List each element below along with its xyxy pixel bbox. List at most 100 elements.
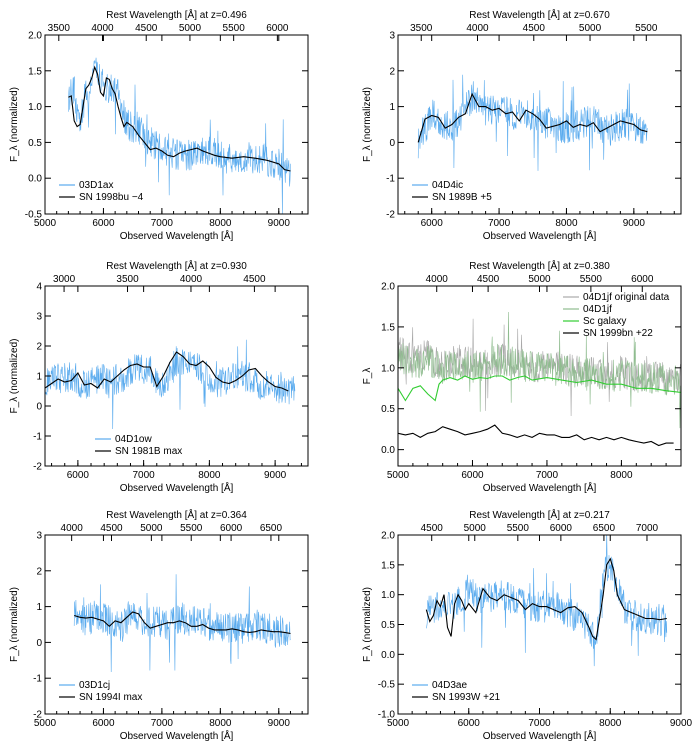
y-axis-label: F_λ (normalized) [9, 587, 20, 662]
series-line-1 [426, 535, 668, 667]
y-tick-label: -2 [33, 462, 42, 473]
series-line-3 [398, 375, 681, 402]
y-tick-label: -2 [33, 710, 42, 721]
y-tick-label: -2 [386, 210, 395, 221]
x-tick-label: 7000 [536, 470, 559, 481]
plot-frame [44, 534, 309, 715]
x-tick-label: 5000 [387, 718, 410, 729]
x-tick-label: 6000 [458, 718, 481, 729]
top-tick-label: 3500 [48, 23, 71, 34]
top-tick-label: 6500 [593, 523, 616, 534]
x-tick-label: 8000 [599, 718, 622, 729]
y-tick-label: -1 [33, 432, 42, 443]
panel-6: 5000 6000 7000 8000 9000 4500 5000 5500 6000 6500… [362, 508, 693, 742]
top-axis-label: Rest Wavelength [Å] at z=0.496 [106, 8, 247, 21]
y-tick-label: 2.0 [381, 531, 395, 542]
y-tick-label: 1 [389, 102, 395, 113]
panel-2: 6000 7000 8000 9000 3500 4000 4500 5000 5500 -2 -1… [362, 8, 682, 242]
y-axis-label: F_λ (normalized) [9, 338, 20, 413]
y-tick-label: 0.0 [28, 174, 42, 185]
top-tick-label: 5500 [580, 274, 603, 285]
top-axis-label: Rest Wavelength [Å] at z=0.217 [469, 508, 610, 521]
top-tick-label: 4500 [100, 523, 123, 534]
top-axis-label: Rest Wavelength [Å] at z=0.380 [469, 259, 610, 272]
series-line-2 [45, 351, 289, 392]
x-tick-label: 6000 [92, 718, 115, 729]
top-tick-label: 3000 [53, 274, 76, 285]
top-tick-label: 7000 [636, 523, 659, 534]
y-tick-label: -1.0 [378, 710, 396, 721]
top-tick-label: 4500 [135, 23, 158, 34]
panel-3: 6000 7000 8000 9000 3000 3500 4000 4500 -2 -1 0 1 2 3… [9, 259, 309, 494]
top-tick-label: 5500 [507, 523, 530, 534]
y-tick-label: 0.5 [381, 404, 395, 415]
series-group [425, 535, 668, 667]
y-tick-label: 0.0 [381, 650, 395, 661]
x-tick-label: 6000 [67, 470, 90, 481]
y-tick-label: 2.0 [381, 282, 395, 293]
x-axis-label: Observed Wavelength [Å] [483, 729, 597, 742]
top-tick-label: 4500 [243, 274, 266, 285]
top-tick-label: 6000 [631, 274, 654, 285]
y-tick-label: 1.0 [381, 363, 395, 374]
plot-frame [44, 34, 309, 215]
top-tick-label: 3500 [116, 274, 139, 285]
legend-label: Sc galaxy [583, 316, 626, 327]
top-axis-label: Rest Wavelength [Å] at z=0.930 [106, 259, 247, 272]
top-tick-label: 4500 [523, 23, 546, 34]
x-tick-label: 6000 [421, 218, 444, 229]
x-tick-label: 7000 [528, 718, 551, 729]
top-axis-label: Rest Wavelength [Å] at z=0.364 [106, 508, 247, 521]
x-tick-label: 7000 [151, 218, 174, 229]
y-tick-label: 4 [36, 282, 42, 293]
y-axis-label: F_λ (normalized) [9, 87, 20, 162]
top-tick-label: 6000 [266, 23, 289, 34]
x-tick-label: 9000 [268, 218, 291, 229]
series-group [398, 311, 681, 447]
top-tick-label: 4500 [421, 523, 444, 534]
top-tick-label: 4000 [466, 23, 489, 34]
legend-label: 04D1jf [583, 304, 612, 315]
series-line-1 [73, 574, 291, 673]
x-tick-label: 9000 [264, 470, 287, 481]
y-tick-label: 0.5 [381, 620, 395, 631]
series-group [68, 57, 291, 214]
top-tick-label: 6500 [260, 523, 283, 534]
y-axis-label: F_λ (normalized) [362, 87, 373, 162]
top-tick-label: 5000 [579, 23, 602, 34]
legend-label: 04D1jf original data [583, 292, 670, 303]
y-tick-label: 1.5 [28, 66, 42, 77]
y-tick-label: 3 [389, 31, 395, 42]
top-tick-label: 4500 [477, 274, 500, 285]
series-line-4 [398, 424, 674, 447]
y-tick-label: 1.5 [381, 322, 395, 333]
panel-5: 5000 6000 7000 8000 9000 4000 4500 5000 5500 6000… [9, 508, 309, 742]
y-tick-label: 1 [36, 602, 42, 613]
series-line-2 [425, 557, 667, 641]
legend-label: SN 1993W +21 [432, 692, 501, 703]
x-axis-label: Observed Wavelength [Å] [120, 229, 234, 242]
x-tick-label: 9000 [623, 218, 646, 229]
y-tick-label: 2 [389, 66, 395, 77]
y-tick-label: -0.5 [25, 210, 43, 221]
y-tick-label: 1 [36, 372, 42, 383]
x-tick-label: 6000 [461, 470, 484, 481]
y-tick-label: 2 [36, 566, 42, 577]
x-tick-label: 6000 [92, 218, 115, 229]
top-tick-label: 3500 [410, 23, 433, 34]
legend-label: SN 1994I max [79, 692, 142, 703]
series-line-1 [68, 57, 291, 214]
top-tick-label: 4000 [91, 23, 114, 34]
legend-label: SN 1999bn +22 [583, 328, 653, 339]
top-tick-label: 6000 [220, 523, 243, 534]
legend-label: SN 1989B +5 [432, 192, 492, 203]
top-tick-label: 5500 [180, 523, 203, 534]
y-axis-label: F_λ [362, 368, 373, 385]
top-tick-label: 4000 [180, 274, 203, 285]
panel-4: 5000 6000 7000 8000 4000 4500 5000 5500 6000 0.0 0… [362, 259, 682, 494]
x-tick-label: 5000 [34, 218, 57, 229]
y-tick-label: 3 [36, 531, 42, 542]
series-line-2 [398, 311, 681, 429]
series-line-1 [417, 74, 648, 171]
